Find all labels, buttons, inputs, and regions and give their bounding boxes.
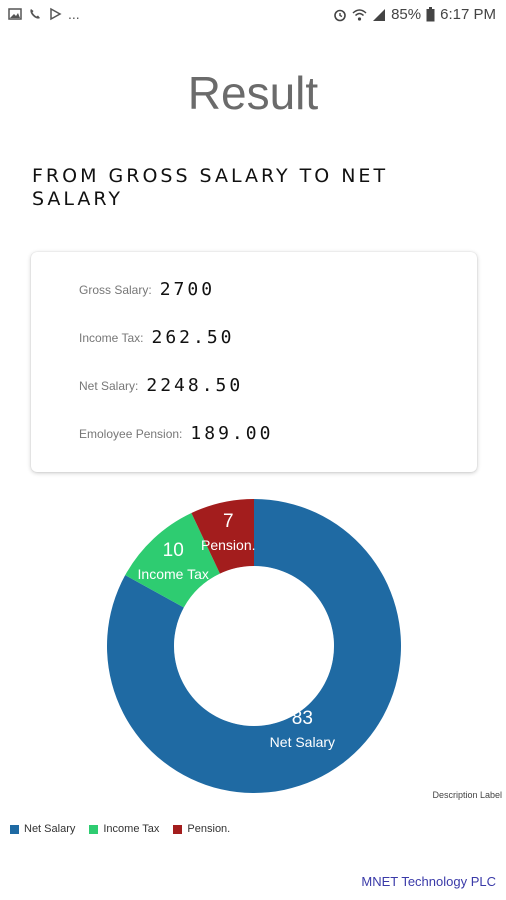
gross-salary-label: Gross Salary: <box>79 282 152 297</box>
income-tax-value: 262.50 <box>151 327 235 348</box>
legend-swatch <box>10 824 19 834</box>
signal-icon <box>372 8 386 22</box>
legend-item: Income Tax <box>89 823 159 835</box>
donut-chart-svg[interactable]: 83 Net Salary 10 Income Tax 7 Pension. <box>0 490 506 810</box>
pension-label: Emoloyee Pension: <box>79 426 183 441</box>
footer-company: MNET Technology PLC <box>361 874 496 889</box>
legend-label: Net Salary <box>24 823 76 835</box>
status-bar: ... 85% 6:17 PM <box>0 0 506 32</box>
pie-slice-income-tax[interactable] <box>125 512 220 608</box>
slice-name-label: Pension. <box>201 537 255 553</box>
wifi-icon <box>352 8 367 22</box>
pie-slice-net-salary[interactable] <box>106 499 401 793</box>
section-heading: FROM GROSS SALARY TO NET SALARY <box>32 165 389 210</box>
income-tax-label: Income Tax: <box>79 330 144 345</box>
legend-swatch <box>173 824 183 834</box>
play-store-icon <box>48 7 62 21</box>
slice-name-label: Income Tax <box>138 566 209 582</box>
clock: 6:17 PM <box>440 6 496 23</box>
net-salary-row: Net Salary: 2248.50 <box>79 375 243 396</box>
legend-swatch <box>89 824 99 834</box>
gross-salary-value: 2700 <box>159 279 216 300</box>
slice-name-label: Net Salary <box>270 734 335 750</box>
pension-value: 189.00 <box>190 423 274 444</box>
status-bar-notifications: ... <box>8 6 80 22</box>
gross-salary-row: Gross Salary: 2700 <box>79 279 215 300</box>
salary-pie-chart[interactable]: 83 Net Salary 10 Income Tax 7 Pension. <box>0 490 506 810</box>
alarm-icon <box>333 8 347 22</box>
income-tax-row: Income Tax: 262.50 <box>79 327 235 348</box>
net-salary-value: 2248.50 <box>146 375 244 396</box>
status-overflow: ... <box>68 6 80 22</box>
pension-row: Emoloyee Pension: 189.00 <box>79 423 273 444</box>
chart-legend: Net Salary Income Tax Pension. <box>10 823 230 835</box>
status-bar-system: 85% 6:17 PM <box>333 6 496 23</box>
net-salary-label: Net Salary: <box>79 378 139 393</box>
slice-value-label: 10 <box>163 540 184 561</box>
battery-icon <box>426 7 435 22</box>
chart-description-label: Description Label <box>432 790 502 800</box>
battery-percent: 85% <box>391 6 422 23</box>
salary-summary-card: Gross Salary: 2700 Income Tax: 262.50 Ne… <box>31 252 477 472</box>
legend-label: Income Tax <box>103 823 160 835</box>
slice-value-label: 83 <box>292 708 313 729</box>
donut-hole <box>182 574 326 718</box>
legend-item: Pension. <box>173 823 230 835</box>
image-icon <box>8 7 22 21</box>
missed-call-icon <box>28 7 42 21</box>
page-title: Result <box>187 67 319 119</box>
legend-label: Pension. <box>187 823 231 835</box>
pie-slice-pension[interactable] <box>191 499 254 574</box>
slice-value-label: 7 <box>223 511 234 532</box>
legend-item: Net Salary <box>10 823 75 835</box>
